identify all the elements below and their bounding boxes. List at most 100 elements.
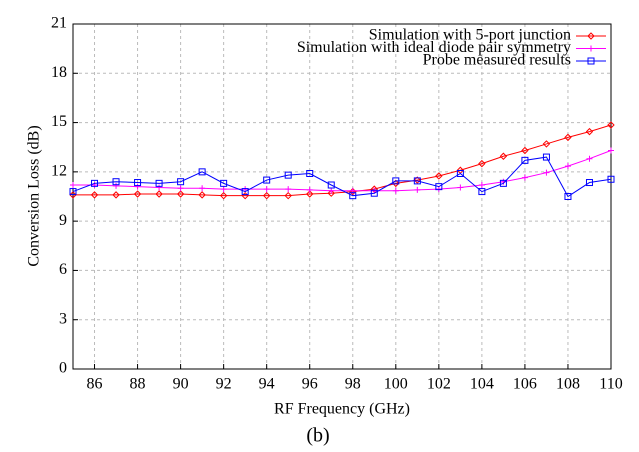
marker bbox=[413, 176, 422, 184]
x-tick-label: 104 bbox=[470, 376, 494, 393]
caption: (b) bbox=[306, 425, 329, 447]
marker bbox=[521, 146, 529, 155]
marker bbox=[156, 184, 163, 191]
marker bbox=[155, 190, 163, 198]
marker bbox=[392, 187, 399, 194]
y-tick-label: 0 bbox=[59, 360, 67, 377]
marker bbox=[435, 183, 443, 191]
x-axis-label: RF Frequency (GHz) bbox=[274, 401, 410, 418]
marker bbox=[262, 191, 271, 200]
y-tick-label: 18 bbox=[51, 64, 67, 81]
marker bbox=[456, 170, 464, 177]
marker bbox=[177, 185, 184, 192]
y-tick-label: 3 bbox=[59, 310, 67, 327]
y-tick-label: 15 bbox=[51, 113, 67, 130]
marker bbox=[542, 140, 551, 148]
marker bbox=[327, 181, 335, 189]
marker bbox=[542, 153, 550, 161]
marker bbox=[585, 127, 594, 136]
marker bbox=[219, 191, 228, 200]
marker bbox=[370, 189, 378, 197]
marker bbox=[349, 192, 357, 200]
x-tick-label: 96 bbox=[302, 376, 318, 393]
marker bbox=[133, 190, 142, 198]
marker bbox=[587, 57, 595, 65]
legend-label: Simulation with ideal diode pair symmetr… bbox=[297, 39, 571, 56]
x-tick-label: 110 bbox=[599, 376, 622, 393]
marker bbox=[413, 177, 421, 185]
marker bbox=[392, 177, 400, 185]
y-tick-label: 9 bbox=[59, 212, 67, 229]
x-tick-label: 102 bbox=[427, 376, 451, 393]
x-tick-label: 92 bbox=[216, 376, 232, 393]
marker bbox=[220, 179, 228, 187]
marker bbox=[134, 183, 141, 190]
marker bbox=[285, 186, 292, 193]
x-tick-label: 86 bbox=[87, 376, 103, 393]
x-tick-label: 94 bbox=[259, 376, 275, 393]
y-tick-label: 21 bbox=[51, 15, 67, 32]
marker bbox=[155, 179, 163, 187]
x-tick-label: 100 bbox=[384, 376, 408, 393]
marker bbox=[608, 147, 614, 154]
series-line bbox=[73, 150, 612, 192]
x-tick-label: 98 bbox=[345, 376, 361, 393]
legend-label: Simulation with 5-port junction bbox=[369, 27, 571, 44]
marker bbox=[69, 191, 77, 199]
marker bbox=[199, 185, 206, 192]
marker bbox=[435, 172, 443, 180]
marker bbox=[521, 156, 529, 164]
marker bbox=[607, 175, 615, 183]
marker bbox=[585, 179, 593, 187]
marker bbox=[176, 190, 185, 198]
marker bbox=[134, 179, 142, 187]
marker bbox=[478, 182, 485, 188]
x-tick-label: 88 bbox=[130, 376, 146, 393]
marker bbox=[499, 152, 508, 160]
series-line bbox=[72, 156, 612, 198]
marker bbox=[263, 186, 270, 193]
marker bbox=[586, 155, 593, 162]
marker bbox=[306, 170, 314, 177]
marker bbox=[306, 186, 313, 193]
marker bbox=[607, 121, 615, 129]
marker bbox=[284, 171, 292, 179]
marker bbox=[306, 190, 314, 198]
y-tick-label: 12 bbox=[51, 163, 67, 180]
marker bbox=[284, 191, 292, 200]
marker bbox=[414, 186, 421, 193]
marker bbox=[91, 179, 99, 187]
marker bbox=[328, 187, 335, 194]
marker bbox=[263, 176, 271, 184]
marker bbox=[90, 191, 99, 199]
marker bbox=[113, 182, 120, 189]
marker bbox=[521, 174, 528, 181]
legend-label: Probe measured results bbox=[423, 52, 571, 69]
marker bbox=[112, 178, 120, 186]
marker bbox=[478, 159, 486, 168]
series-line bbox=[73, 124, 612, 197]
marker bbox=[564, 163, 571, 170]
marker bbox=[478, 188, 486, 196]
marker bbox=[70, 182, 76, 188]
marker bbox=[564, 133, 572, 142]
marker bbox=[564, 193, 572, 200]
marker bbox=[177, 178, 185, 186]
marker bbox=[499, 179, 507, 187]
marker bbox=[69, 188, 77, 196]
marker bbox=[112, 191, 120, 199]
y-axis-label: Conversion Loss (dB) bbox=[26, 125, 43, 266]
marker bbox=[588, 45, 594, 52]
marker bbox=[327, 189, 335, 197]
marker bbox=[198, 191, 206, 199]
marker bbox=[543, 169, 550, 176]
x-tick-label: 108 bbox=[556, 376, 580, 393]
marker bbox=[241, 188, 249, 196]
marker bbox=[220, 186, 227, 193]
plot-frame bbox=[72, 23, 612, 370]
x-tick-label: 90 bbox=[173, 376, 189, 393]
marker bbox=[587, 32, 595, 40]
y-tick-label: 6 bbox=[59, 261, 67, 278]
marker bbox=[198, 168, 206, 176]
